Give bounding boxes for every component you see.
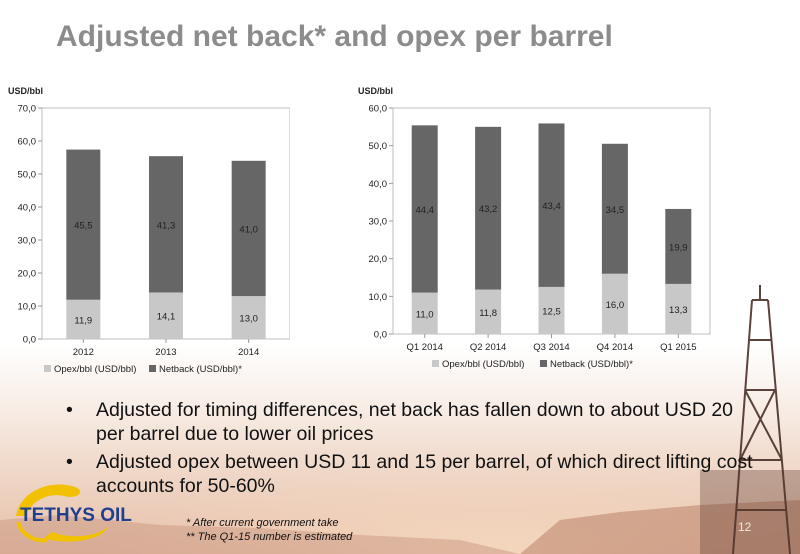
x-tick-label: 2013 <box>155 347 176 358</box>
x-tick-label: Q4 2014 <box>597 342 633 353</box>
netback-value-label: 43,4 <box>542 201 561 212</box>
bullet-item: • Adjusted opex between USD 11 and 15 per… <box>66 450 756 498</box>
legend-opex-swatch <box>432 360 439 367</box>
legend-netback-swatch <box>149 365 156 372</box>
opex-bar <box>411 292 438 334</box>
footnote-line: ** The Q1-15 number is estimated <box>186 531 353 543</box>
x-tick-label: Q3 2014 <box>533 342 569 353</box>
x-tick-label: Q1 2014 <box>406 342 442 353</box>
legend-netback-label: Netback (USD/bbl)* <box>550 359 633 370</box>
quarterly-netback-chart: USD/bbl 0,0 10,0 20,0 30,0 40,0 50,0 60,0 11,0 44… <box>340 82 720 382</box>
annual-netback-chart: USD/bbl 0,0 10,0 20,0 30,0 40,0 50,0 60,0 70,0 11… <box>0 82 290 382</box>
y-tick-label: 0,0 <box>23 335 36 346</box>
quarterly-netback-chart-svg: USD/bbl 0,0 10,0 20,0 30,0 40,0 50,0 60,0 11,0 44… <box>358 86 711 370</box>
opex-value-label: 13,3 <box>669 305 688 316</box>
legend-opex-label: Opex/bbl (USD/bbl) <box>442 359 524 370</box>
opex-value-label: 14,1 <box>157 312 176 323</box>
y-unit-label: USD/bbl <box>358 86 393 96</box>
netback-bar <box>149 156 183 293</box>
legend-netback-swatch <box>540 360 547 367</box>
netback-value-label: 19,9 <box>669 242 688 253</box>
footnote-line: * After current government take <box>186 517 339 529</box>
opex-value-label: 11,9 <box>74 315 92 326</box>
netback-bar <box>66 149 101 300</box>
opex-value-label: 13,0 <box>239 314 258 325</box>
opex-bar <box>538 286 565 334</box>
legend-netback-label: Netback (USD/bbl)* <box>159 364 242 375</box>
netback-bar <box>475 126 502 290</box>
netback-value-label: 34,5 <box>606 205 625 216</box>
page-number: 12 <box>738 520 752 534</box>
netback-bar <box>601 143 628 274</box>
logo-globe-icon <box>16 484 108 543</box>
x-tick-label: 2014 <box>238 347 259 358</box>
y-tick-label: 50,0 <box>18 170 37 181</box>
opex-value-label: 16,0 <box>606 300 625 311</box>
opex-bar <box>665 283 692 334</box>
opex-bar <box>601 273 628 334</box>
x-tick-label: Q1 2015 <box>660 342 696 353</box>
footnotes: * After current government take ** The Q… <box>186 516 352 544</box>
annual-netback-chart-svg: USD/bbl 0,0 10,0 20,0 30,0 40,0 50,0 60,0 70,0 11… <box>8 86 290 375</box>
y-tick-label: 40,0 <box>18 203 37 214</box>
opex-value-label: 11,0 <box>416 309 434 320</box>
y-tick-label: 30,0 <box>369 217 388 228</box>
y-tick-label: 40,0 <box>369 179 388 190</box>
y-tick-label: 20,0 <box>18 269 37 280</box>
bullet-item: • Adjusted for timing differences, net ba… <box>66 398 756 446</box>
y-tick-label: 10,0 <box>369 292 388 303</box>
netback-bar <box>411 125 438 293</box>
opex-value-label: 11,8 <box>479 308 497 319</box>
opex-bar <box>231 296 266 339</box>
legend-opex-swatch <box>44 365 51 372</box>
netback-value-label: 43,2 <box>479 204 498 215</box>
tethys-oil-logo: TETHYS OIL <box>16 484 132 543</box>
logo-text: TETHYS OIL <box>20 505 132 526</box>
netback-value-label: 41,0 <box>239 224 258 235</box>
netback-value-label: 44,4 <box>415 205 434 216</box>
y-tick-label: 30,0 <box>18 236 37 247</box>
y-tick-label: 50,0 <box>369 141 388 152</box>
opex-bar <box>66 299 101 339</box>
y-tick-label: 10,0 <box>18 302 37 313</box>
y-tick-label: 70,0 <box>18 104 37 115</box>
y-tick-label: 20,0 <box>369 254 388 265</box>
x-tick-label: Q2 2014 <box>470 342 506 353</box>
netback-value-label: 45,5 <box>74 221 93 232</box>
page-title: Adjusted net back* and opex per barrel <box>56 20 613 53</box>
bullet-marker: • <box>66 451 73 473</box>
y-tick-label: 60,0 <box>369 104 388 115</box>
opex-bar <box>475 289 502 334</box>
opex-value-label: 12,5 <box>542 306 561 317</box>
y-tick-label: 0,0 <box>374 330 387 341</box>
netback-bar <box>538 123 565 287</box>
netback-bar <box>231 160 266 297</box>
legend-opex-label: Opex/bbl (USD/bbl) <box>54 364 136 375</box>
y-unit-label: USD/bbl <box>8 86 43 96</box>
bullet-list: • Adjusted for timing differences, net ba… <box>66 398 756 502</box>
x-tick-label: 2012 <box>73 347 94 358</box>
netback-bar <box>665 208 692 284</box>
y-tick-label: 60,0 <box>18 137 37 148</box>
bullet-marker: • <box>66 399 73 421</box>
opex-bar <box>149 292 183 339</box>
bullet-text: Adjusted opex between USD 11 and 15 per … <box>96 451 753 497</box>
bullet-text: Adjusted for timing differences, net bac… <box>96 399 734 445</box>
netback-value-label: 41,3 <box>157 220 176 231</box>
